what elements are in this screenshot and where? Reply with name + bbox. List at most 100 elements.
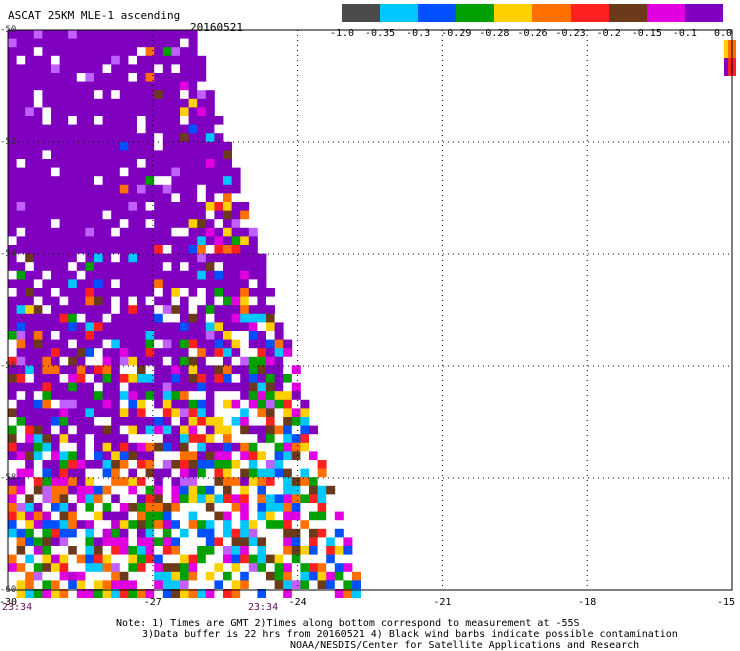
swath-pixel — [214, 520, 224, 530]
swath-pixel — [8, 563, 17, 573]
swath-pixel — [59, 382, 69, 392]
swath-pixel — [25, 434, 35, 444]
swath-pixel — [16, 425, 26, 435]
swath-pixel — [145, 528, 155, 538]
swath-pixel — [283, 537, 293, 547]
swath-pixel — [188, 98, 198, 108]
swath-pixel — [128, 296, 138, 306]
swath-pixel — [42, 253, 52, 263]
swath-pixel — [102, 374, 112, 383]
swath-pixel — [51, 202, 60, 211]
swath-pixel — [59, 193, 69, 203]
swath-pixel — [309, 563, 318, 573]
swath-pixel — [16, 580, 26, 590]
swath-pixel — [8, 503, 17, 512]
swath-pixel — [223, 305, 232, 315]
swath-pixel — [162, 236, 172, 246]
swath-pixel — [85, 382, 95, 392]
swath-pixel — [85, 219, 95, 229]
swath-pixel — [205, 520, 215, 530]
swath-pixel — [283, 442, 293, 452]
swath-pixel — [85, 451, 95, 461]
swath-pixel — [8, 425, 17, 435]
swath-pixel — [94, 236, 103, 246]
swath-pixel — [145, 64, 155, 74]
swath-pixel — [8, 133, 17, 143]
swath-pixel — [76, 365, 86, 375]
swath-pixel — [33, 511, 43, 521]
swath-pixel — [231, 331, 241, 340]
swath-pixel — [111, 408, 121, 418]
swath-pixel — [25, 503, 35, 512]
swath-pixel — [154, 116, 164, 125]
swath-pixel — [326, 494, 336, 504]
swath-pixel — [309, 528, 318, 538]
swath-pixel — [214, 589, 224, 598]
swath-pixel — [171, 193, 181, 203]
colorbar-tick-label: -1.0 — [329, 28, 355, 39]
swath-pixel — [240, 485, 250, 495]
swath-pixel — [266, 528, 275, 538]
swath-pixel — [25, 460, 35, 469]
swath-pixel — [85, 81, 95, 91]
swath-pixel — [94, 468, 103, 478]
swath-pixel — [162, 434, 172, 444]
swath-pixel — [128, 279, 138, 289]
y-tick-label: -52 — [0, 137, 17, 147]
swath-pixel — [42, 245, 52, 254]
swath-pixel — [188, 81, 198, 91]
swath-pixel — [42, 176, 52, 186]
swath-pixel — [137, 81, 146, 91]
swath-pixel — [137, 253, 146, 263]
swath-pixel — [257, 391, 267, 401]
swath-pixel — [68, 55, 78, 65]
swath-pixel — [85, 322, 95, 332]
swath-pixel — [188, 365, 198, 375]
swath-pixel — [119, 546, 129, 555]
swath-pixel — [248, 546, 258, 555]
swath-pixel — [197, 219, 207, 229]
swath-pixel — [8, 98, 17, 108]
swath-pixel — [343, 580, 353, 590]
swath-pixel — [214, 356, 224, 366]
swath-pixel — [137, 511, 146, 521]
swath-pixel — [16, 468, 26, 478]
swath-pixel — [128, 219, 138, 229]
swath-pixel — [162, 193, 172, 203]
swath-pixel — [102, 210, 112, 220]
swath-pixel — [248, 365, 258, 375]
swath-pixel — [137, 571, 146, 581]
swath-pixel — [197, 520, 207, 530]
swath-pixel — [317, 485, 327, 495]
swath-pixel — [68, 571, 78, 581]
swath-pixel — [119, 417, 129, 426]
swath-pixel — [180, 391, 189, 401]
swath-pixel — [94, 503, 103, 512]
swath-pixel — [283, 425, 293, 435]
swath-pixel — [248, 348, 258, 358]
swath-pixel — [154, 270, 164, 280]
swath-pixel — [119, 348, 129, 358]
swath-pixel — [231, 528, 241, 538]
swath-pixel — [76, 477, 86, 487]
swath-pixel — [180, 167, 189, 177]
swath-pixel — [231, 210, 241, 220]
colorbar-swatch-9 — [684, 4, 723, 22]
swath-pixel — [94, 159, 103, 168]
swath-pixel — [33, 236, 43, 246]
swath-pixel — [8, 322, 17, 332]
swath-pixel — [205, 245, 215, 254]
swath-pixel — [16, 356, 26, 366]
swath-pixel — [334, 563, 344, 573]
swath-pixel — [274, 571, 284, 581]
swath-pixel — [300, 494, 310, 504]
swath-pixel — [128, 30, 138, 39]
swath-pixel — [231, 425, 241, 435]
swath-pixel — [94, 537, 103, 547]
swath-pixel — [128, 270, 138, 280]
swath-pixel — [128, 365, 138, 375]
swath-pixel — [33, 391, 43, 401]
swath-pixel — [51, 417, 60, 426]
swath-pixel — [162, 348, 172, 358]
swath-pixel — [111, 546, 121, 555]
